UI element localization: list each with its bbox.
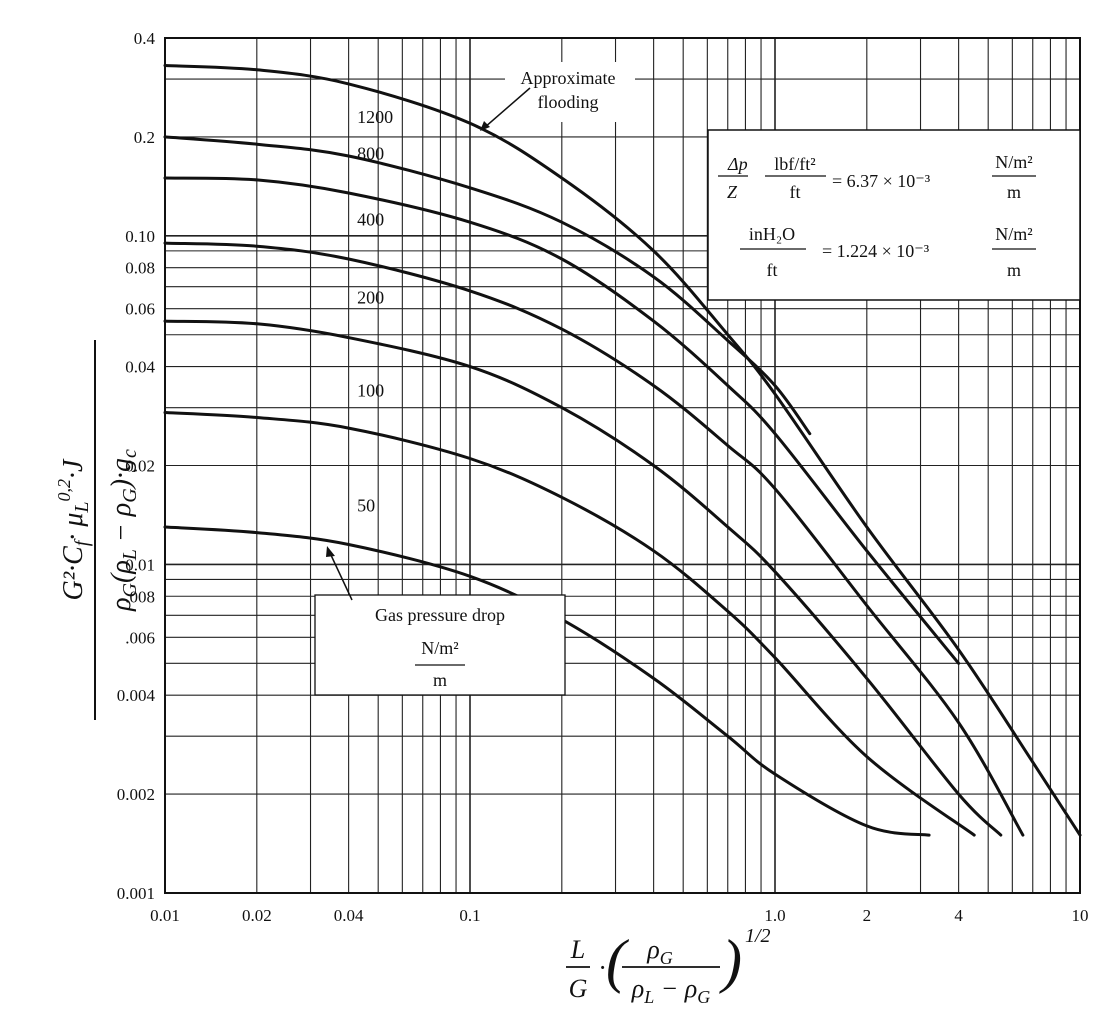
x-tick-label: 0.1 — [459, 906, 480, 925]
svg-text:(: ( — [606, 928, 630, 994]
curve-labels: 1200 800 400 200 100 50 — [357, 107, 393, 516]
conv1-si-num: N/m² — [995, 152, 1032, 172]
conv1-unit-den: ft — [790, 182, 801, 202]
series-line-800 — [163, 176, 961, 665]
flooding-annotation: Approximate flooding — [480, 62, 635, 131]
x-tick-label: 0.02 — [242, 906, 272, 925]
conv1-unit-num: lbf/ft² — [774, 154, 815, 174]
y-tick-label: 0.10 — [125, 227, 155, 246]
flooding-label-line2: flooding — [538, 92, 599, 112]
x-tick-labels: 0.01 0.02 0.04 0.1 1.0 2 4 10 — [150, 906, 1088, 925]
x-tick-label: 1.0 — [764, 906, 785, 925]
series-line-200 — [163, 319, 1003, 837]
x-tick-label: 4 — [954, 906, 963, 925]
y-tick-label: 0.06 — [125, 300, 155, 319]
svg-text:): ) — [719, 928, 742, 994]
curve-label-50: 50 — [357, 495, 375, 515]
curve-label-1200: 1200 — [357, 107, 393, 127]
y-tick-label: .006 — [125, 628, 155, 647]
y-axis-label-denominator: ρG(ρL − ρG)·gc — [106, 449, 141, 612]
y-tick-label: 0.002 — [117, 785, 155, 804]
conv1-eq: = 6.37 × 10⁻³ — [832, 171, 931, 191]
y-tick-labels: 0.001 0.002 0.004 .006 .008 0.01 0.02 0.04 0.06 0… — [117, 29, 156, 903]
y-axis-label: G²·Cf· μL0,2·J ρG(ρL − ρG)·gc — [54, 340, 141, 720]
series-line-1200 — [163, 135, 812, 436]
pressure-drop-legend: Gas pressure drop N/m² m — [314, 546, 566, 696]
svg-text:L: L — [570, 935, 585, 964]
y-tick-label: .008 — [125, 587, 155, 606]
y-tick-label: 0.08 — [125, 259, 155, 278]
x-tick-label: 2 — [863, 906, 872, 925]
conv1-lhs-den: Z — [727, 182, 738, 202]
y-tick-label: 0.02 — [125, 457, 155, 476]
x-axis-label: L G · ( ρG ρL − ρG ) 1/2 — [566, 925, 771, 1007]
conversion-box: Δp Z lbf/ft² ft = 6.37 × 10⁻³ N/m² m inH… — [707, 129, 1081, 301]
curves — [163, 64, 1082, 837]
flooding-label-line1: Approximate — [521, 68, 616, 88]
pressure-drop-unit-num: N/m² — [421, 638, 458, 658]
curve-label-800: 800 — [357, 144, 384, 164]
y-tick-label: 0.004 — [117, 686, 156, 705]
pressure-drop-title: Gas pressure drop — [375, 605, 505, 625]
svg-text:ρL − ρG: ρL − ρG — [631, 974, 711, 1007]
x-tick-label: 0.04 — [334, 906, 364, 925]
curve-label-200: 200 — [357, 287, 384, 307]
y-axis-label-numerator: G²·Cf· μL0,2·J — [54, 458, 93, 601]
series-line-approximate-flooding — [163, 64, 1082, 837]
flooding-arrow — [483, 87, 531, 129]
series-line-100 — [163, 411, 976, 837]
conv2-unit-den: ft — [767, 260, 778, 280]
conv1-lhs-num: Δp — [727, 154, 748, 174]
svg-text:G: G — [569, 974, 588, 1003]
svg-text:1/2: 1/2 — [745, 925, 771, 947]
y-tick-label: 0.4 — [134, 29, 156, 48]
plot-frame — [164, 37, 1081, 894]
pressure-drop-arrowhead — [326, 546, 335, 557]
svg-text:·: · — [599, 953, 606, 982]
y-tick-label: 0.001 — [117, 884, 155, 903]
conv2-unit-num: inH₂O — [749, 224, 795, 244]
x-tick-label: 10 — [1072, 906, 1089, 925]
conv2-si-num: N/m² — [995, 224, 1032, 244]
svg-text:ρG: ρG — [646, 935, 672, 968]
pressure-drop-arrow — [329, 552, 353, 601]
y-tick-label: 0.04 — [125, 358, 155, 377]
curve-label-400: 400 — [357, 210, 384, 230]
y-tick-label: 0.2 — [134, 128, 155, 147]
y-tick-label: 0.01 — [125, 555, 155, 574]
x-tick-label: 0.01 — [150, 906, 180, 925]
curve-label-100: 100 — [357, 381, 384, 401]
conv1-si-den: m — [1007, 182, 1021, 202]
conv2-si-den: m — [1007, 260, 1021, 280]
series-line-50 — [163, 525, 931, 837]
series-line-400 — [163, 241, 1025, 837]
flooding-arrowhead — [480, 121, 490, 131]
conv2-eq: = 1.224 × 10⁻³ — [822, 241, 930, 261]
pressure-drop-unit-den: m — [433, 670, 447, 690]
